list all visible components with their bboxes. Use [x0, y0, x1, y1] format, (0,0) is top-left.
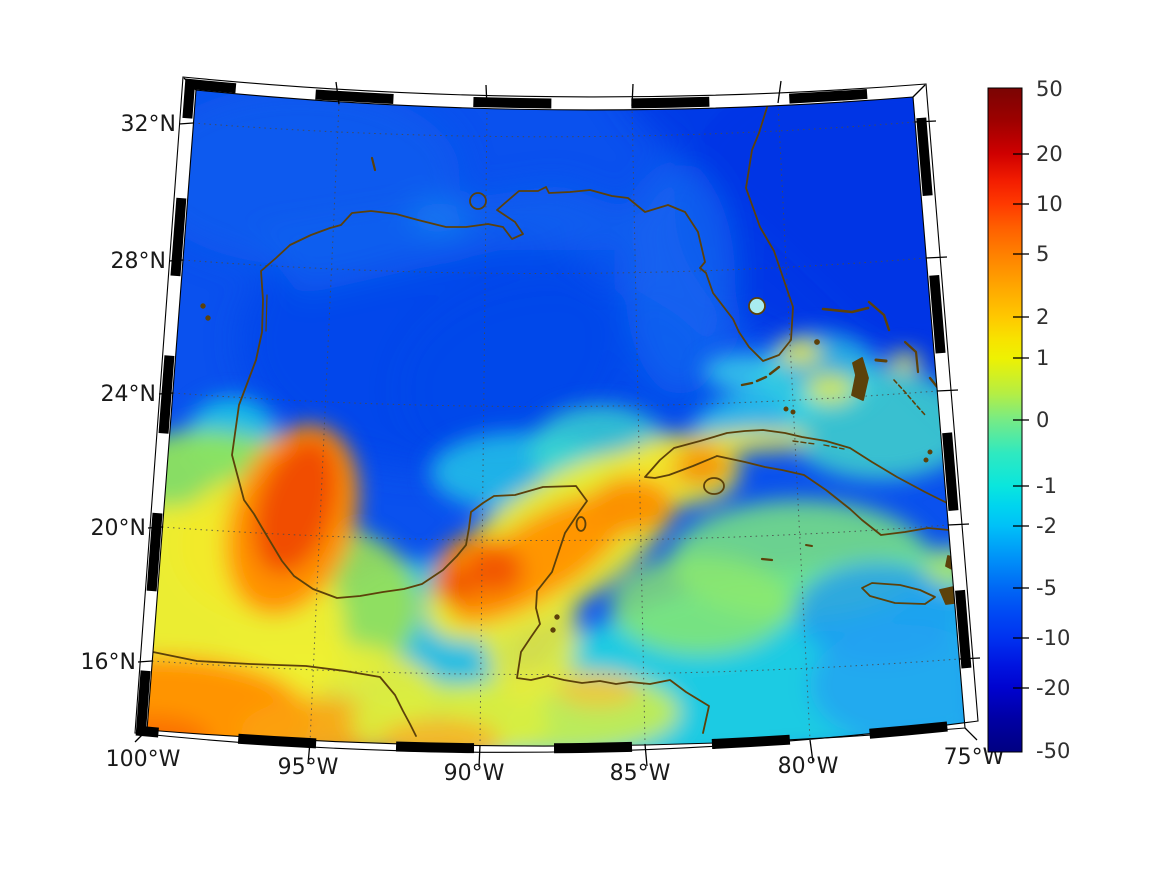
lon-tick-label: 100°W [106, 747, 181, 772]
colorbar-tick-label: -2 [1036, 514, 1057, 538]
colorbar-tick-label: 5 [1036, 242, 1049, 266]
longitude-labels: 100°W 95°W 90°W 85°W 80°W 75°W [106, 745, 1005, 786]
colorbar-tick-label: 10 [1036, 192, 1063, 216]
graticule-gridlines [151, 102, 960, 746]
colorbar: 50 20 10 5 2 1 0 -1 -2 -5 -10 -20 -50 [987, 77, 1070, 763]
colorbar-labels: 50 20 10 5 2 1 0 -1 -2 -5 -10 -20 -50 [1036, 77, 1070, 763]
latitude-labels: 32°N 28°N 24°N 20°N 16°N [81, 112, 176, 675]
colorbar-tick-label: 1 [1036, 346, 1049, 370]
colorbar-tick-label: -50 [1036, 739, 1070, 763]
colorbar-tick-label: -10 [1036, 626, 1070, 650]
colorbar-ticks [1013, 153, 1029, 689]
map-frame [134, 76, 981, 768]
lon-tick-label: 85°W [610, 761, 671, 786]
lon-tick-label: 90°W [444, 761, 505, 786]
colorbar-tick-label: 20 [1036, 142, 1063, 166]
colorbar-tick-label: -1 [1036, 474, 1057, 498]
lat-tick-label: 24°N [101, 382, 156, 407]
lat-tick-label: 32°N [121, 112, 176, 137]
data-field [147, 90, 965, 747]
lat-tick-label: 20°N [91, 516, 146, 541]
lon-tick-label: 95°W [278, 755, 339, 780]
colorbar-tick-label: 2 [1036, 305, 1049, 329]
lon-tick-label: 80°W [778, 754, 839, 779]
colorbar-tick-label: -20 [1036, 676, 1070, 700]
lat-tick-label: 28°N [111, 249, 166, 274]
frame-ticks [134, 77, 981, 768]
lat-tick-label: 16°N [81, 650, 136, 675]
colorbar-tick-label: -5 [1036, 576, 1057, 600]
colorbar-tick-label: 50 [1036, 77, 1063, 101]
colorbar-tick-label: 0 [1036, 408, 1049, 432]
